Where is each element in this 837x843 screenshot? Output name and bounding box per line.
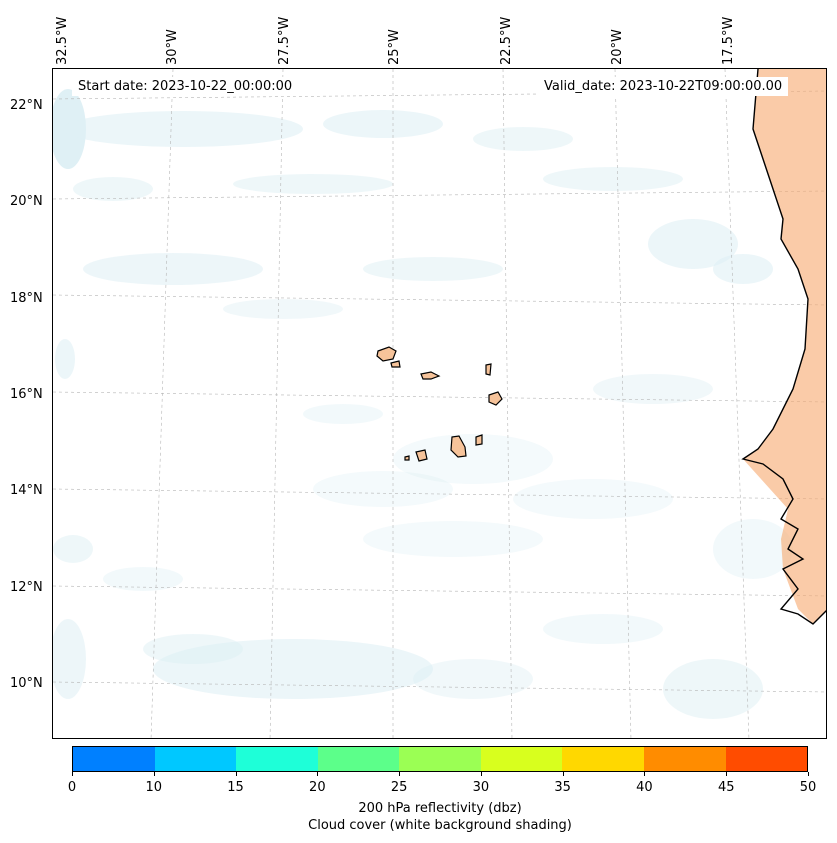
- colorbar-segment-7: [643, 747, 726, 771]
- island-sao-nicolau: [420, 371, 441, 380]
- island-maio: [475, 434, 483, 446]
- colorbar-tick-label: 20: [309, 780, 326, 795]
- colorbar-tick-label: 10: [145, 780, 163, 795]
- colorbar-tick-label: 45: [717, 780, 735, 795]
- lat-label-12n: 12°N: [10, 580, 43, 595]
- lat-label-16n: 16°N: [10, 387, 43, 402]
- colorbar-tickmark: [72, 772, 73, 776]
- start-date-label: Start date: 2023-10-22_00:00:00: [72, 77, 299, 96]
- lon-label-32-5w: 32.5°W: [55, 16, 70, 65]
- lat-label-22n: 22°N: [10, 98, 43, 113]
- colorbar-tickmark: [399, 772, 401, 776]
- colorbar-tick-label: 35: [554, 780, 571, 795]
- colorbar-tick-label: 0: [67, 780, 77, 795]
- cape-verde-islands: [376, 346, 503, 462]
- map-panel[interactable]: [52, 68, 827, 739]
- cloud-cover-shading: [53, 89, 793, 719]
- colorbar-tickmark: [726, 772, 728, 776]
- island-boa-vista: [488, 391, 503, 406]
- map-canvas: [53, 69, 826, 738]
- island-santo-antao: [376, 346, 397, 362]
- colorbar-tick-label: 30: [472, 780, 490, 795]
- colorbar-tick-label: 40: [636, 780, 653, 795]
- colorbar-tickmark: [562, 772, 564, 776]
- colorbar-tickmark: [235, 772, 237, 776]
- colorbar-segment-5: [480, 747, 563, 771]
- colorbar-tickmark: [808, 772, 809, 776]
- lon-label-25w: 25°W: [387, 29, 402, 65]
- gridlines: [53, 69, 826, 738]
- colorbar-segment-2: [236, 747, 318, 771]
- lat-label-18n: 18°N: [10, 291, 43, 306]
- colorbar-segment-8: [725, 747, 808, 771]
- lon-label-17-5w: 17.5°W: [721, 16, 736, 65]
- lon-label-22-5w: 22.5°W: [499, 16, 514, 65]
- colorbar-tickmark: [644, 772, 646, 776]
- colorbar-segment-0: [73, 747, 155, 771]
- lat-label-14n: 14°N: [10, 483, 43, 498]
- colorbar-tick-label: 50: [799, 780, 817, 795]
- lat-label-20n: 20°N: [10, 194, 43, 209]
- island-sal: [485, 363, 492, 376]
- africa-land: [743, 69, 826, 624]
- lon-label-30w: 30°W: [165, 29, 180, 65]
- reflectivity-colorbar: [72, 746, 808, 772]
- colorbar-tickmark: [317, 772, 319, 776]
- colorbar-tickmark: [480, 772, 482, 776]
- island-santiago: [450, 435, 467, 458]
- colorbar-segment-4: [399, 747, 481, 771]
- colorbar-segment-1: [154, 747, 237, 771]
- colorbar-tick-label: 25: [390, 780, 408, 795]
- lon-label-20w: 20°W: [610, 29, 625, 65]
- island-fogo: [415, 449, 428, 462]
- island-brava: [404, 455, 410, 461]
- lon-label-27-5w: 27.5°W: [277, 16, 292, 65]
- colorbar-label-line1: 200 hPa reflectivity (dbz): [358, 801, 522, 816]
- colorbar-segment-3: [317, 747, 400, 771]
- colorbar-tickmark: [153, 772, 155, 776]
- island-sao-vicente: [390, 360, 401, 368]
- valid-date-label: Valid_date: 2023-10-22T09:00:00.00: [538, 77, 789, 96]
- africa-coastline: [741, 69, 826, 625]
- colorbar-tick-label: 15: [227, 780, 244, 795]
- colorbar-label-line2: Cloud cover (white background shading): [308, 818, 572, 833]
- colorbar-segment-6: [562, 747, 644, 771]
- lat-label-10n: 10°N: [10, 676, 43, 691]
